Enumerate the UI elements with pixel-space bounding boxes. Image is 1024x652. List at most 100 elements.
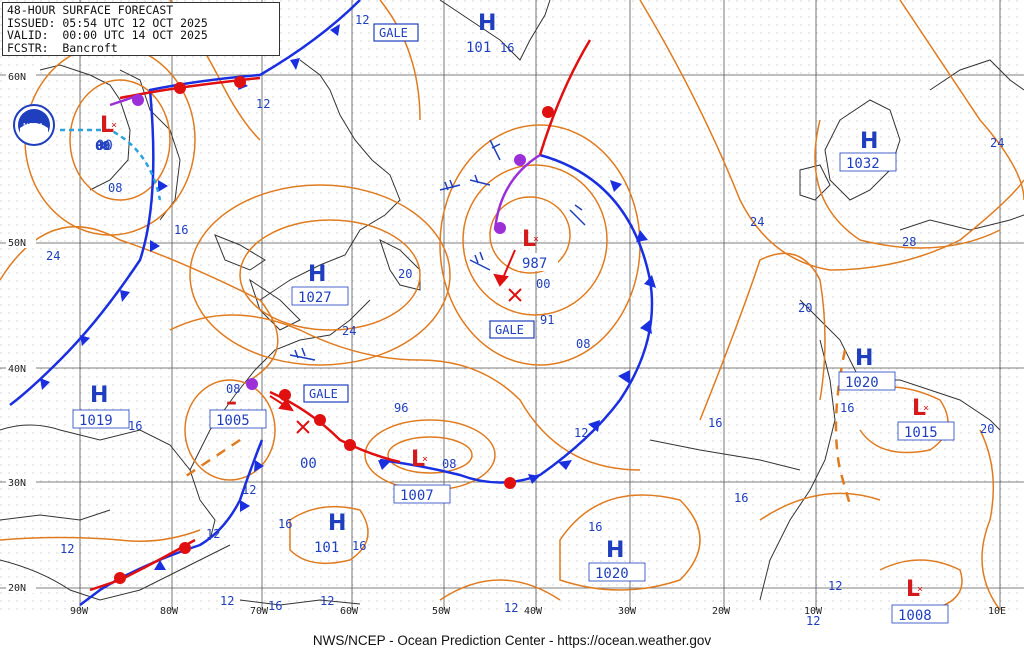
isobar-label: 28	[902, 235, 916, 249]
high-center: H 1019	[72, 383, 130, 429]
isobar-label: 16	[352, 539, 366, 553]
longitude-labels: 90W 80W 70W 60W 50W 40W 30W 20W 10W 10E	[70, 606, 1006, 617]
low-pressure-label: 1005	[216, 413, 250, 429]
lat-label: 20N	[8, 583, 26, 594]
latitude-labels: 60N 50N 40N 30N 20N	[6, 70, 36, 594]
isobar-label: 24	[990, 136, 1004, 150]
low-symbol: L	[912, 396, 926, 421]
high-symbol: H	[90, 383, 108, 408]
high-pressure-label: 1020	[845, 375, 879, 391]
isobar-label: 16	[734, 491, 748, 505]
high-pressure-label: 1020	[595, 566, 629, 582]
svg-text:–: –	[226, 390, 237, 415]
gale-warning-label: GALE	[379, 26, 408, 40]
isobar-label: 08	[442, 457, 456, 471]
isobar-label: 00	[96, 139, 110, 153]
low-center: – 1005 L	[209, 390, 267, 429]
high-pressure-label: 1032	[846, 156, 880, 172]
lat-label: 30N	[8, 478, 26, 489]
high-symbol: H	[478, 11, 496, 36]
noaa-logo-text: NOAA	[23, 122, 44, 130]
isobars	[0, 0, 1024, 611]
lon-label: 20W	[712, 606, 731, 617]
isobar-label: 08	[95, 139, 109, 153]
lon-label: 50W	[432, 606, 451, 617]
isobar-label: 16	[708, 416, 722, 430]
forecast-title: 48-HOUR SURFACE FORECAST	[7, 3, 174, 17]
isobar-label: 12	[220, 594, 234, 608]
valid-time: VALID: 00:00 UTC 14 OCT 2025	[7, 28, 208, 42]
svg-text:×: ×	[533, 234, 539, 245]
low-pressure-label: 1015	[904, 425, 938, 441]
lat-label: 40N	[8, 364, 26, 375]
dot-grid-background	[0, 0, 1024, 610]
low-pressure-label: 00	[96, 138, 113, 154]
lat-label: 50N	[8, 238, 26, 249]
lon-label: 60W	[340, 606, 359, 617]
isobar-label: 16	[278, 517, 292, 531]
isobar-label: 91	[540, 313, 554, 327]
low-center: L × 00	[96, 113, 117, 154]
gale-warning-label: GALE	[309, 387, 338, 401]
high-symbol: H	[606, 538, 624, 563]
cold-front-south	[79, 439, 264, 606]
high-center: H 1020	[838, 346, 896, 391]
low-pressure-label: 987	[522, 256, 547, 272]
lon-label: 80W	[160, 606, 179, 617]
low-center: L × 1007	[393, 447, 451, 504]
isobar-label: 08	[108, 181, 122, 195]
isobar-label: 12	[242, 483, 256, 497]
gale-warning-label: GALE	[495, 323, 524, 337]
high-pressure-label: 1027	[298, 290, 332, 306]
high-pressure-label: 101	[466, 40, 491, 56]
low-symbol: L	[522, 227, 536, 252]
forecast-header: 48-HOUR SURFACE FORECAST ISSUED: 05:54 UT…	[2, 2, 280, 56]
isobar-label: 12	[206, 527, 220, 541]
high-pressure-centers: H 101 H 1032 H 1027 H 1020 H 1019 H 101	[72, 11, 897, 582]
lon-label: 70W	[250, 606, 269, 617]
svg-text:×: ×	[422, 454, 428, 465]
isobar-label: 20	[980, 422, 994, 436]
low-symbol: L	[100, 113, 114, 138]
isobar-label: 00	[96, 139, 110, 153]
isobar-label: 24	[46, 249, 60, 263]
isobar-label: 24	[342, 324, 356, 338]
isobar-label: 12	[574, 426, 588, 440]
wind-barbs	[289, 139, 586, 361]
forecaster-name: FCSTR: Bancroft	[7, 40, 118, 55]
surface-forecast-map: 60N 50N 40N 30N 20N 90W 80W 70W 60W 50W …	[0, 0, 1024, 630]
lat-lon-grid	[0, 0, 1024, 610]
high-pressure-label: 1019	[79, 413, 113, 429]
low-pressure-label: 1008	[898, 608, 932, 624]
low-pressure-centers: L × 987 L × 1007 – 1005 L L × 1015 L × 1…	[96, 113, 955, 624]
isobar-label: 16	[500, 41, 514, 55]
low-center: L × 987	[518, 227, 558, 272]
lat-label: 60N	[8, 72, 26, 83]
high-center: H 101	[466, 11, 496, 56]
issued-time: ISSUED: 05:54 UTC 12 OCT 2025	[7, 15, 208, 30]
isobar-label: 12	[320, 594, 334, 608]
storm-tracks	[269, 249, 522, 434]
footer-credit: NWS/NCEP - Ocean Prediction Center - htt…	[312, 633, 712, 648]
isobar-label: 12	[806, 614, 820, 628]
isobar-label: 20	[798, 301, 812, 315]
high-symbol: H	[308, 262, 326, 287]
high-symbol: H	[328, 511, 346, 536]
lon-label: 10E	[988, 606, 1006, 617]
svg-text:×: ×	[917, 584, 923, 595]
isobar-label: 12	[60, 542, 74, 556]
isobar-label: 16	[588, 520, 602, 534]
high-center: H 1027	[291, 262, 349, 306]
low-pressure-label: 1007	[400, 488, 434, 504]
low-pressure-label: 00	[300, 456, 317, 472]
isobar-label: 12	[355, 13, 369, 27]
occluded-front	[109, 93, 541, 390]
high-symbol: H	[860, 129, 878, 154]
low-symbol: L	[906, 577, 920, 602]
high-center: H 101	[314, 511, 346, 556]
isobar-label: 16	[174, 223, 188, 237]
troughs	[179, 349, 852, 506]
high-center: H 1032	[839, 129, 897, 172]
isobar-labels: 12 12 08 16 24 16 20 24 96 16 12 16 12 1…	[46, 13, 1004, 628]
noaa-logo: NOAA	[13, 104, 55, 146]
